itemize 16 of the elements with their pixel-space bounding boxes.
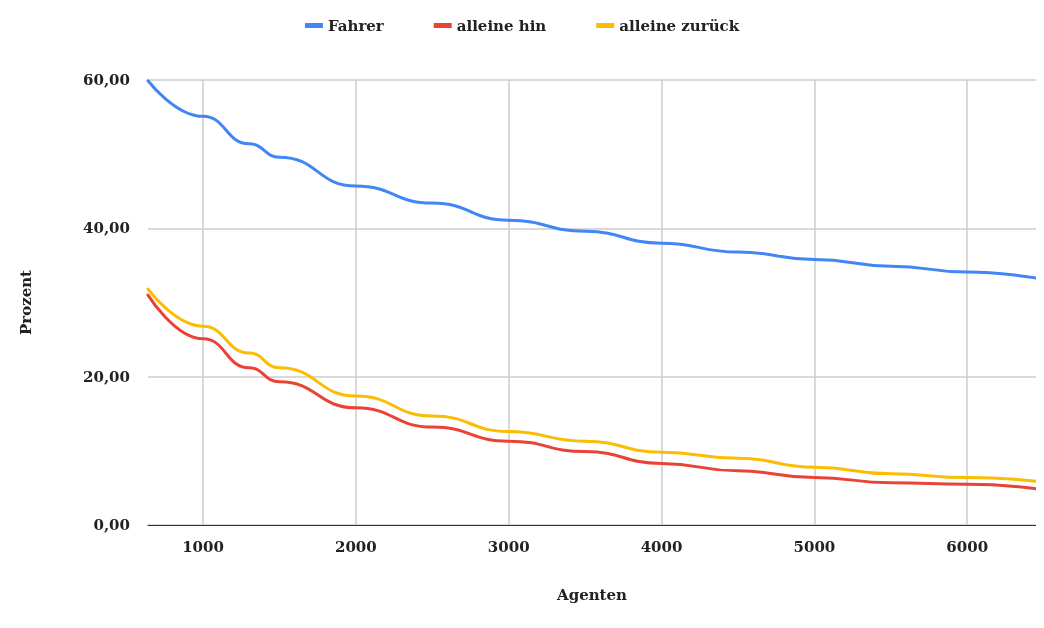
- legend-label: alleine hin: [456, 16, 547, 35]
- x-tick-label: 2000: [334, 537, 377, 556]
- legend-label: Fahrer: [327, 16, 385, 35]
- y-tick-label: 20,00: [83, 367, 130, 386]
- line-series: [146, 79, 1036, 280]
- y-axis-title: Prozent: [16, 269, 35, 336]
- x-tick-label: 4000: [640, 537, 683, 556]
- x-tick-label: 6000: [946, 537, 989, 556]
- x-tick-label: 1000: [182, 537, 224, 556]
- y-tick-label: 40,00: [83, 219, 130, 238]
- x-tick-label: 3000: [487, 537, 530, 556]
- x-axis-title: Agenten: [556, 585, 628, 604]
- y-tick-label: 60,00: [83, 71, 130, 89]
- y-tick-label: 0,00: [93, 516, 130, 534]
- x-tick-label: 5000: [793, 537, 836, 556]
- legend-label: alleine zurück: [619, 16, 740, 35]
